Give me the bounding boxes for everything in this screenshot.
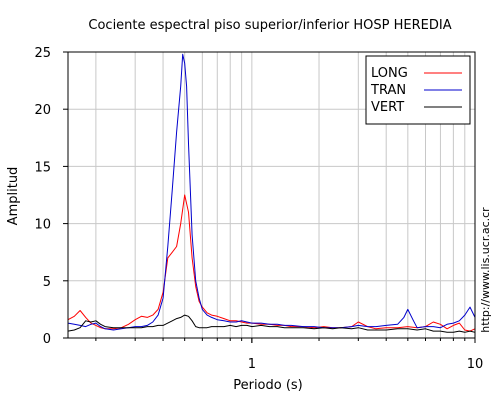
- legend-label-long: LONG: [371, 66, 408, 81]
- series-line-tran: [67, 53, 476, 331]
- y-tick-label: 5: [43, 275, 51, 290]
- series-lines: [67, 53, 476, 333]
- legend-label-vert: VERT: [371, 100, 404, 115]
- y-tick-label: 20: [34, 103, 51, 118]
- legend-label-tran: TRAN: [370, 83, 406, 98]
- legend: LONG TRAN VERT: [365, 55, 471, 125]
- chart-title: Cociente espectral piso superior/inferio…: [88, 18, 451, 33]
- y-tick-label: 10: [34, 218, 51, 233]
- y-tick-label: 15: [34, 160, 51, 175]
- x-tick-label: 10: [467, 357, 484, 372]
- plot-frame: [67, 51, 476, 339]
- series-line-vert: [67, 314, 476, 333]
- axis-ticks: 0 5 10 15 20 25 1 10: [34, 46, 483, 372]
- y-tick-label: 25: [34, 46, 51, 61]
- watermark-text: http://www.lis.ucr.ac.cr: [479, 207, 492, 333]
- series-line-long: [67, 194, 476, 332]
- y-axis-label: Amplitud: [6, 167, 21, 226]
- y-tick-label: 0: [43, 332, 51, 347]
- x-tick-label: 1: [248, 357, 256, 372]
- watermark: http://www.lis.ucr.ac.cr: [479, 207, 492, 333]
- x-axis-label: Periodo (s): [233, 378, 303, 393]
